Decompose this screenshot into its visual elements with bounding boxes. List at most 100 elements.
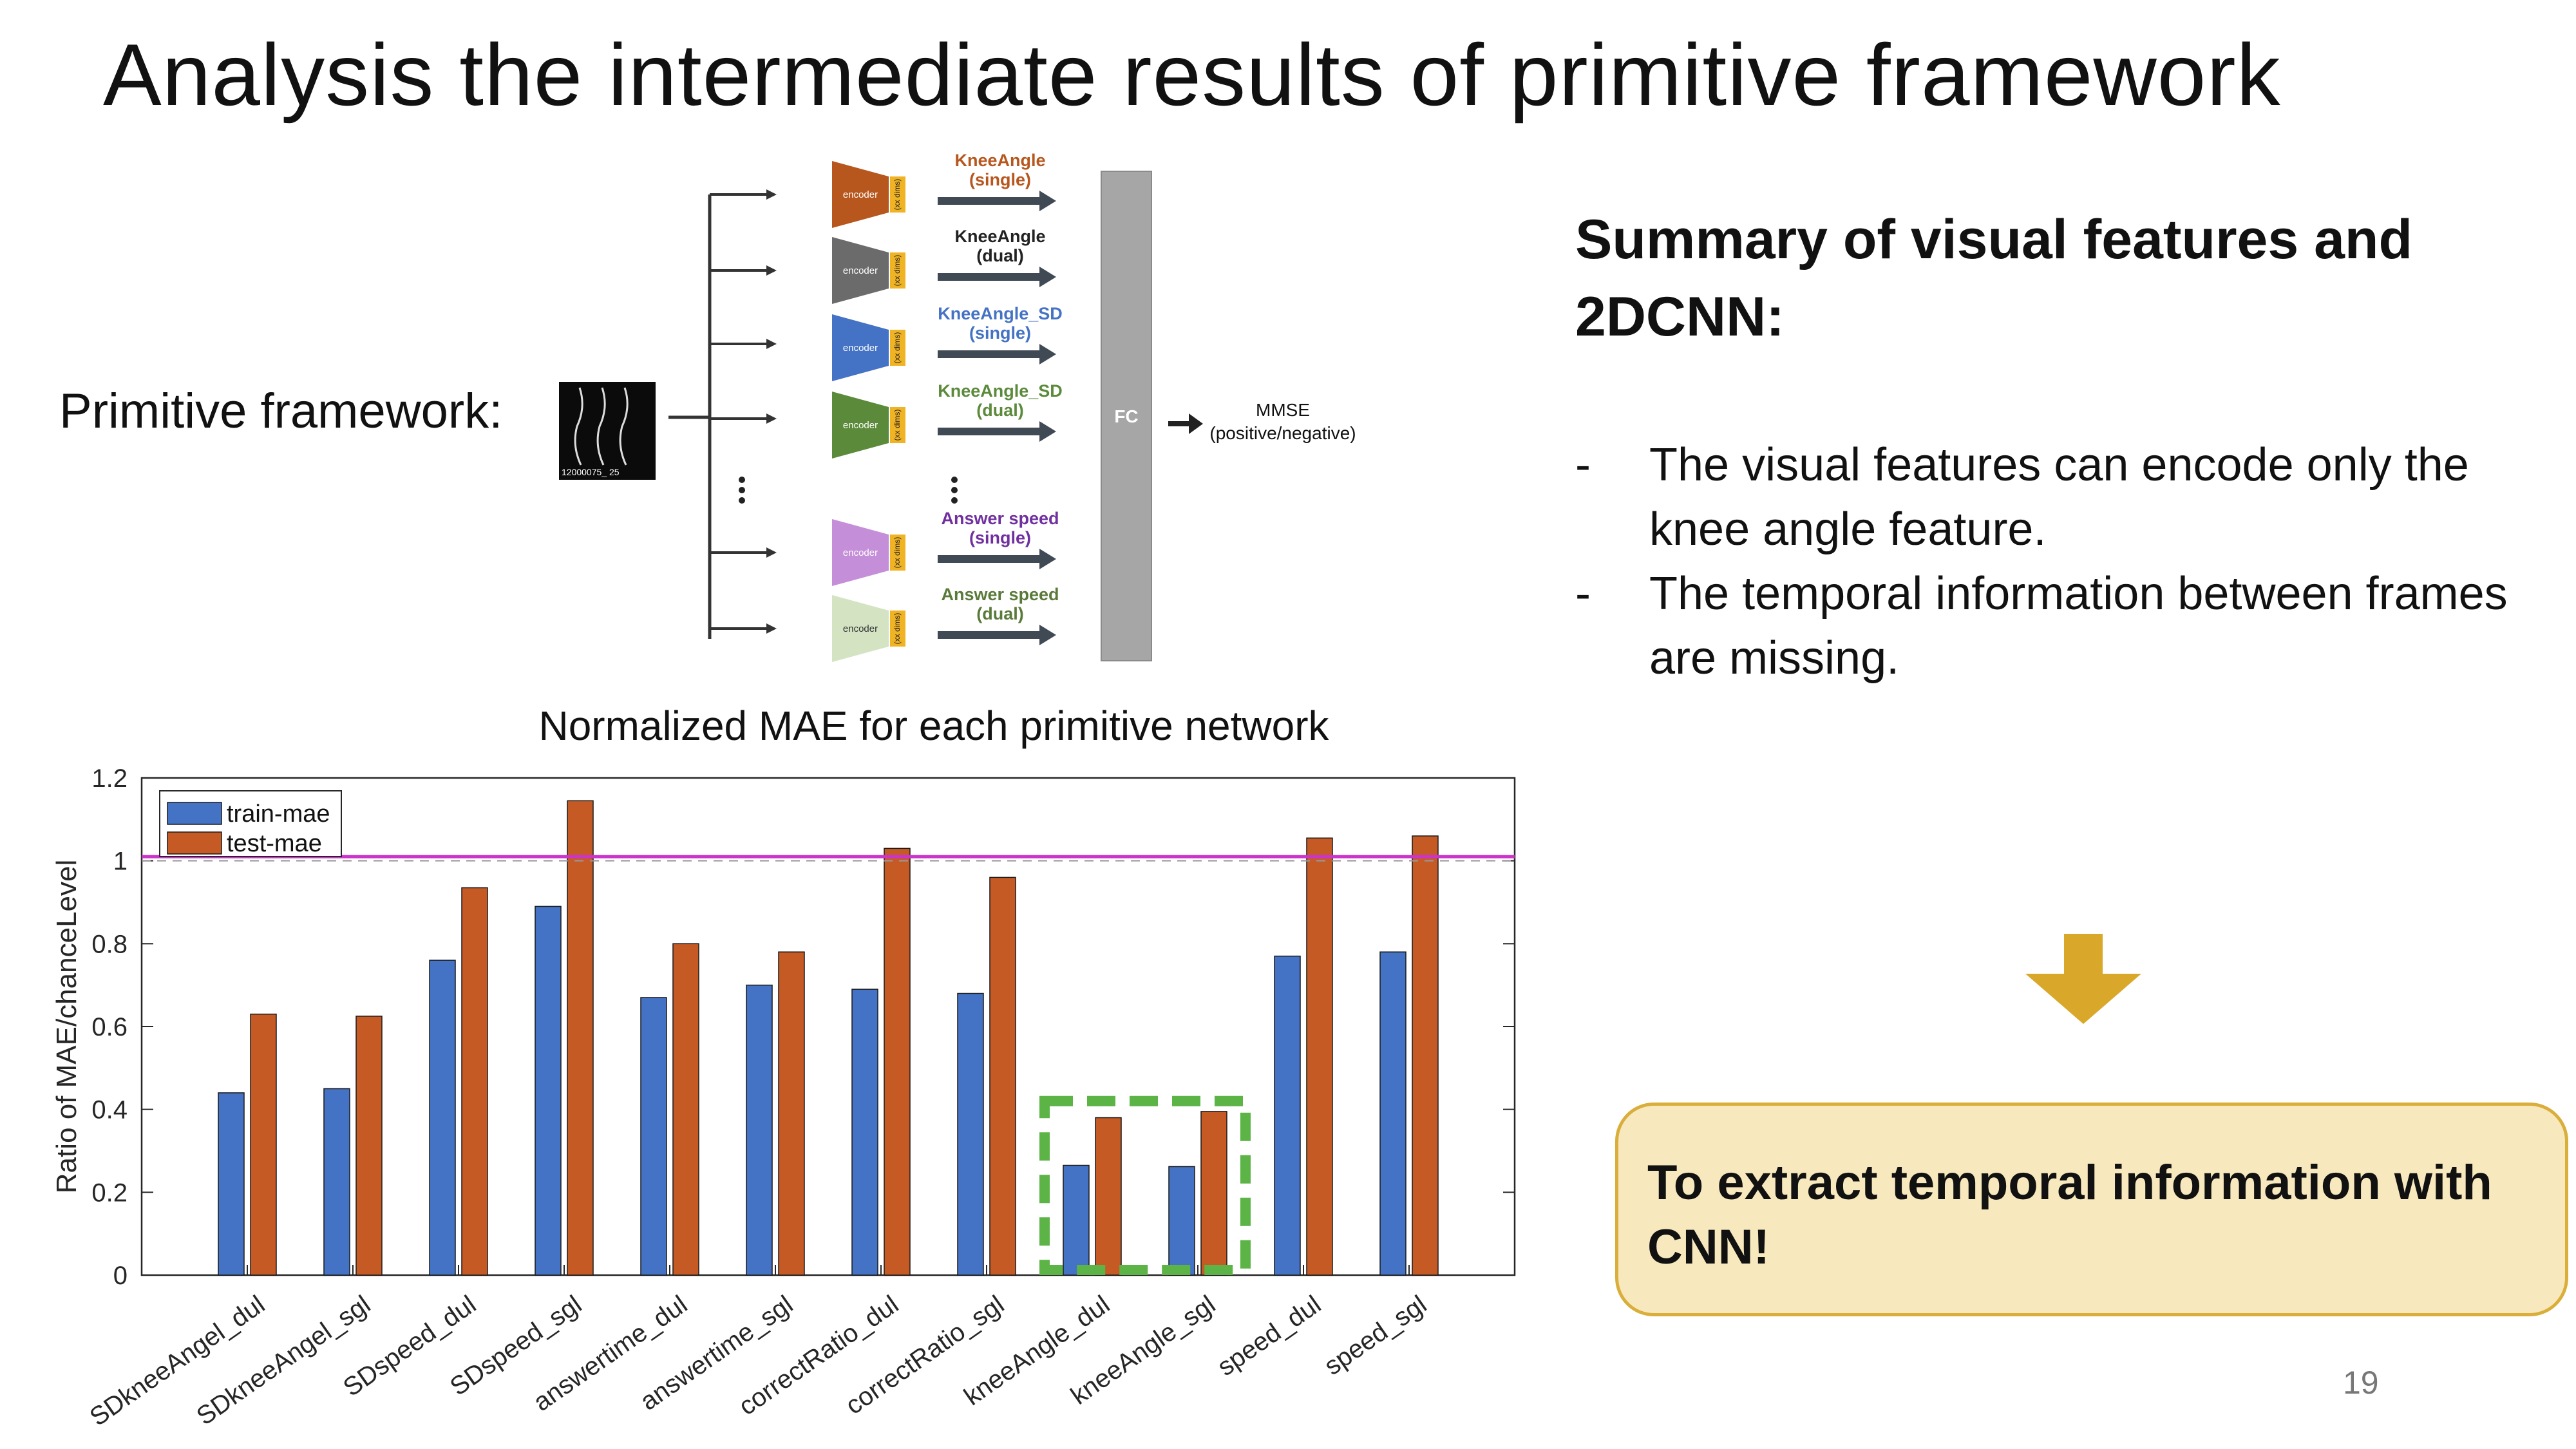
bar-test-mae — [1095, 1117, 1122, 1276]
encoder-label: encoder — [843, 343, 878, 354]
branch-mode: (single) — [969, 528, 1031, 547]
encoder-branch: encoder (xx dims) KneeAngle(dual) — [832, 227, 1056, 304]
down-arrow-icon — [2025, 934, 2141, 1024]
bullet-text-line: knee angle feature. — [1649, 504, 2047, 555]
encoder-trapezoid — [832, 237, 889, 304]
branch-name: KneeAngle — [954, 227, 1045, 246]
legend-swatch — [167, 802, 222, 825]
bullet-text-line: are missing. — [1649, 632, 1900, 684]
x-tick-label: SDkneeAngel_sgl — [191, 1290, 375, 1430]
bar-test-mae — [1306, 837, 1333, 1276]
ellipsis-icon — [951, 477, 958, 504]
bar-test-mae — [1412, 835, 1439, 1276]
bar-train-mae — [640, 997, 667, 1276]
dims-box — [890, 176, 905, 213]
encoder-trapezoid — [832, 392, 889, 459]
encoder-label: encoder — [843, 420, 878, 431]
encoder-trapezoid — [832, 595, 889, 662]
bar-train-mae — [1274, 955, 1301, 1276]
encoder-trapezoid — [832, 161, 889, 228]
dims-box — [890, 407, 905, 443]
encoder-label: encoder — [843, 265, 878, 276]
encoder-branch: encoder (xx dims) KneeAngle(single) — [832, 151, 1056, 228]
callout-text: To extract temporal information with CNN… — [1647, 1155, 2492, 1274]
dims-box — [890, 611, 905, 647]
feature-arrowhead — [1039, 625, 1056, 645]
bar-train-mae — [746, 984, 773, 1276]
branch-arrowhead — [766, 265, 777, 276]
ellipsis-dot — [739, 477, 745, 483]
encoder-label: encoder — [843, 623, 878, 634]
bar-train-mae — [1168, 1166, 1195, 1276]
ellipsis-dot — [951, 497, 958, 504]
encoder-branch: encoder (xx dims) Answer speed(dual) — [832, 585, 1059, 662]
bar-train-mae — [851, 989, 878, 1276]
x-tick-label: speed_sgl — [1320, 1290, 1432, 1381]
output-arrowhead — [1189, 413, 1203, 434]
input-image-background — [559, 382, 656, 480]
input-image-stroke — [574, 387, 583, 466]
output-label: MMSE — [1256, 400, 1310, 420]
bar-test-mae — [355, 1016, 383, 1276]
feature-arrowhead — [1039, 344, 1056, 365]
ellipsis-dot — [951, 477, 958, 483]
feature-arrowhead — [1039, 421, 1056, 442]
branch-arrowhead — [766, 413, 777, 424]
bullet-dash: - — [1575, 439, 1591, 491]
dims-label: (xx dims) — [893, 613, 902, 645]
y-tick-label: 1 — [113, 848, 128, 876]
dims-label: (xx dims) — [893, 332, 902, 364]
y-tick-label: 0 — [113, 1262, 128, 1290]
input-image-stroke — [619, 387, 629, 466]
input-frames-image: 12000075_ 25 — [559, 382, 656, 480]
chart-title: Normalized MAE for each primitive networ… — [538, 703, 1329, 749]
branch-mode: (dual) — [976, 604, 1024, 623]
dims-label: (xx dims) — [893, 537, 902, 569]
bar-test-mae — [250, 1013, 277, 1276]
ellipsis-dot — [739, 497, 745, 504]
y-tick-label: 0.2 — [91, 1179, 128, 1207]
input-image-caption: 12000075_ 25 — [562, 467, 620, 477]
y-tick-label: 1.2 — [91, 764, 128, 793]
x-tick-label: speed_dul — [1213, 1290, 1326, 1381]
output-sublabel: (positive/negative) — [1209, 423, 1356, 443]
bar-train-mae — [429, 960, 456, 1276]
branch-arrowhead — [766, 623, 777, 634]
dims-label: (xx dims) — [893, 410, 902, 441]
branch-name: KneeAngle_SD — [938, 381, 1063, 401]
dims-label: (xx dims) — [893, 255, 902, 287]
branch-mode: (single) — [969, 170, 1031, 189]
bar-test-mae — [1200, 1111, 1227, 1276]
input-image-stroke — [596, 387, 606, 466]
branch-mode: (dual) — [976, 401, 1024, 420]
bullet-text-line: The visual features can encode only the — [1649, 439, 2469, 491]
legend-label: test-mae — [227, 830, 322, 857]
fc-label: FC — [1114, 406, 1138, 426]
feature-arrowhead — [1039, 549, 1056, 569]
y-tick-label: 0.6 — [91, 1013, 128, 1041]
ellipsis-icon — [739, 477, 745, 504]
framework-label: Primitive framework: — [59, 384, 503, 439]
encoder-branch: encoder (xx dims) KneeAngle_SD(single) — [832, 304, 1063, 381]
fc-box — [1101, 171, 1152, 661]
dims-box — [890, 330, 905, 366]
slide-title: Analysis the intermediate results of pri… — [103, 26, 2281, 124]
summary-heading: Summary of visual features and 2DCNN: — [1575, 209, 2412, 348]
y-axis-label: Ratio of MAE/chanceLevel — [51, 860, 82, 1194]
x-tick-label: SDkneeAngel_dul — [85, 1290, 270, 1432]
bar-train-mae — [535, 905, 562, 1276]
bar-train-mae — [1379, 951, 1406, 1276]
encoder-branch: encoder (xx dims) Answer speed(single) — [832, 509, 1059, 586]
callout-box: To extract temporal information with CNN… — [1615, 1103, 2568, 1316]
branch-mode: (single) — [969, 323, 1031, 343]
bar-test-mae — [567, 800, 594, 1276]
ellipsis-dot — [739, 487, 745, 493]
feature-arrowhead — [1039, 191, 1056, 211]
legend-label: train-mae — [227, 800, 330, 828]
bar-test-mae — [884, 848, 911, 1276]
encoder-label: encoder — [843, 189, 878, 200]
bar-train-mae — [218, 1092, 245, 1276]
bar-test-mae — [989, 876, 1016, 1276]
